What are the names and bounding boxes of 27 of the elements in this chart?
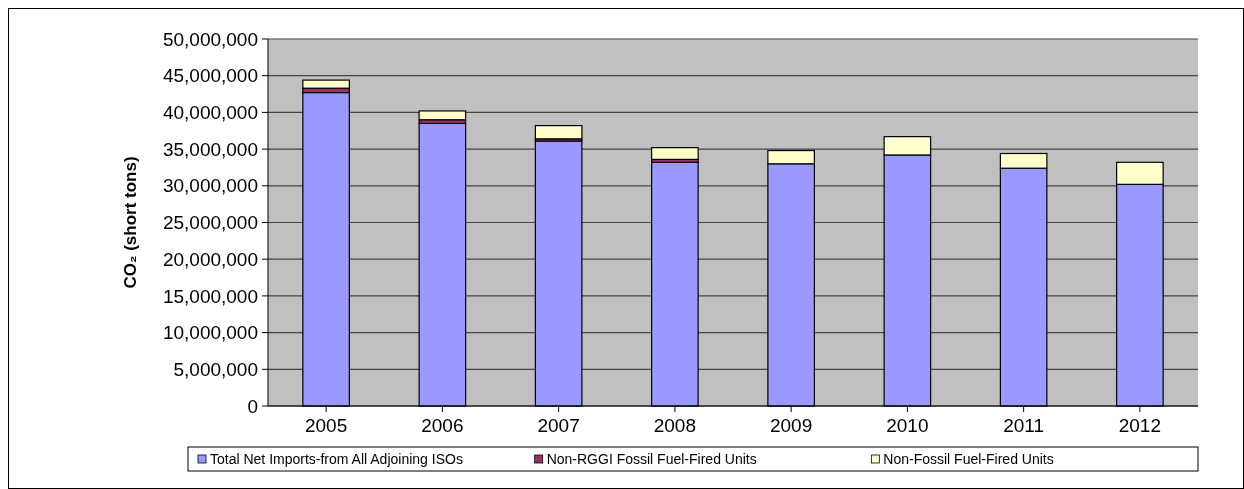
bar	[534, 125, 583, 140]
y-tick-label: 30,000,000	[162, 175, 258, 197]
x-tick-label: 2009	[769, 415, 813, 436]
x-tick-label: 2012	[1118, 415, 1162, 436]
x-tick-label: 2008	[653, 415, 697, 436]
x-tick-label: 2010	[886, 415, 929, 436]
y-tick-label: 25,000,000	[162, 212, 258, 234]
y-tick-label: 45,000,000	[162, 65, 258, 87]
y-tick-label: 0	[247, 395, 258, 417]
y-tick-label: 20,000,000	[162, 248, 258, 270]
bar	[418, 110, 467, 121]
x-tick-label: 2007	[537, 415, 580, 436]
y-tick-label: 5,000,000	[173, 358, 258, 380]
legend-label: Non-RGGI Fossil Fuel-Fired Units	[546, 450, 757, 467]
y-axis-title: CO₂ (short tons)	[121, 156, 140, 289]
bar	[302, 79, 350, 89]
x-tick-label: 2005	[304, 415, 348, 436]
legend-label: Non-Fossil Fuel-Fired Units	[883, 450, 1054, 467]
legend-label: Total Net Imports-from All Adjoining ISOs	[210, 450, 463, 467]
x-tick-label: 2011	[1003, 415, 1045, 436]
y-tick-label: 10,000,000	[162, 322, 258, 344]
y-tick-label: 50,000,000	[162, 28, 258, 50]
y-tick-label: 40,000,000	[162, 102, 258, 124]
x-tick-label: 2006	[421, 415, 464, 436]
bar	[651, 147, 699, 160]
y-tick-label: 35,000,000	[162, 138, 258, 160]
y-tick-label: 15,000,000	[162, 285, 258, 307]
